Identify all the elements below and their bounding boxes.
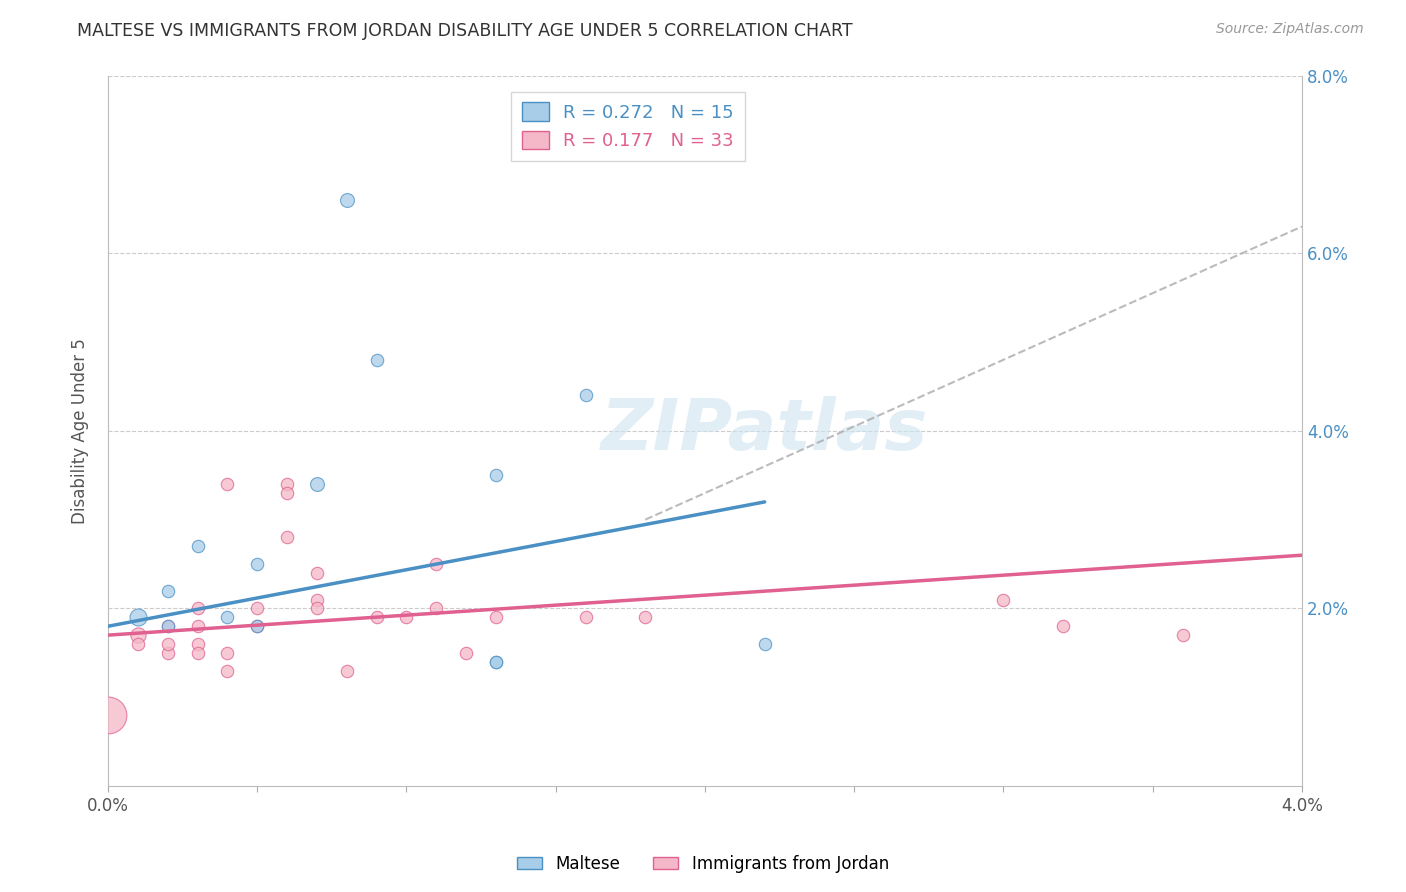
Point <box>336 664 359 678</box>
Point <box>127 610 149 624</box>
Point <box>156 637 179 651</box>
Point <box>395 610 418 624</box>
Text: ZIPatlas: ZIPatlas <box>600 396 928 466</box>
Point <box>1052 619 1074 633</box>
Point <box>336 193 359 207</box>
Point <box>425 601 447 615</box>
Point <box>366 352 388 367</box>
Point <box>276 530 298 544</box>
Point <box>366 610 388 624</box>
Point <box>246 619 269 633</box>
Point <box>186 646 208 660</box>
Point <box>276 477 298 491</box>
Point <box>425 557 447 571</box>
Point <box>305 566 328 580</box>
Point <box>276 486 298 500</box>
Point <box>156 646 179 660</box>
Point <box>156 583 179 598</box>
Y-axis label: Disability Age Under 5: Disability Age Under 5 <box>72 338 89 524</box>
Point <box>305 601 328 615</box>
Point <box>1171 628 1194 642</box>
Point <box>217 664 239 678</box>
Point <box>127 628 149 642</box>
Point <box>217 646 239 660</box>
Point <box>156 619 179 633</box>
Point <box>456 646 478 660</box>
Point <box>246 557 269 571</box>
Point <box>246 619 269 633</box>
Point <box>217 477 239 491</box>
Point <box>574 388 596 402</box>
Point <box>485 655 508 669</box>
Point <box>305 477 328 491</box>
Legend: R = 0.272   N = 15, R = 0.177   N = 33: R = 0.272 N = 15, R = 0.177 N = 33 <box>510 92 745 161</box>
Point <box>993 592 1015 607</box>
Point <box>186 601 208 615</box>
Point <box>127 637 149 651</box>
Point <box>246 601 269 615</box>
Point <box>634 610 657 624</box>
Point <box>485 468 508 483</box>
Point <box>485 610 508 624</box>
Point <box>217 610 239 624</box>
Point <box>186 539 208 553</box>
Point <box>156 619 179 633</box>
Point <box>305 592 328 607</box>
Point <box>574 610 596 624</box>
Point <box>485 655 508 669</box>
Text: Source: ZipAtlas.com: Source: ZipAtlas.com <box>1216 22 1364 37</box>
Text: MALTESE VS IMMIGRANTS FROM JORDAN DISABILITY AGE UNDER 5 CORRELATION CHART: MALTESE VS IMMIGRANTS FROM JORDAN DISABI… <box>77 22 853 40</box>
Point <box>186 619 208 633</box>
Point <box>754 637 776 651</box>
Point <box>186 637 208 651</box>
Point <box>97 708 120 723</box>
Legend: Maltese, Immigrants from Jordan: Maltese, Immigrants from Jordan <box>510 848 896 880</box>
